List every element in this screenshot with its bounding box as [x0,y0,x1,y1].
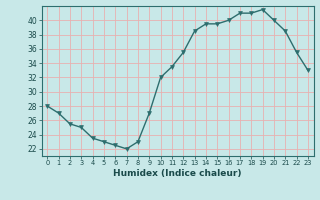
X-axis label: Humidex (Indice chaleur): Humidex (Indice chaleur) [113,169,242,178]
